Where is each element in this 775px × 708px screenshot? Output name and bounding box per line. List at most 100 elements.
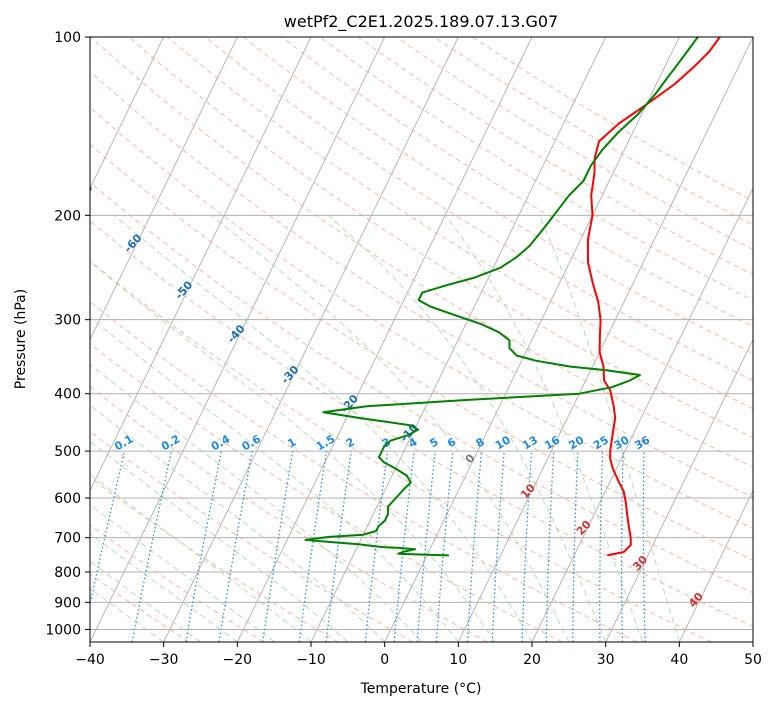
dry-adiabat-line [90,37,753,468]
x-tick-label: 10 [449,652,467,668]
mixing-ratio-label: 16 [542,433,562,452]
moist-adiabat-line [90,587,164,642]
isotherm-line [457,37,753,642]
mixing-ratio-label: 0.1 [112,432,135,453]
mixing-ratio-line [131,450,172,642]
y-tick-label: 700 [54,531,81,547]
dry-adiabat-line [90,573,190,642]
mixing-ratio-line [218,450,253,642]
x-tick-label: −10 [296,652,326,668]
dewpoint-line [304,37,699,557]
isotherm-line [236,37,533,642]
dry-adiabat-line [128,37,753,439]
dry-adiabat-line [90,181,753,594]
mixing-ratio-line [185,450,222,642]
y-tick-label: 900 [54,595,81,611]
moist-adiabat-line [90,261,496,642]
dry-adiabat-line [90,260,712,642]
mixing-ratio-label: 0.2 [159,432,182,453]
mixing-ratio-line [466,451,483,642]
dry-adiabat-line [395,37,753,251]
mixing-ratio-line [90,450,126,608]
y-axis-label: Pressure (hPa) [13,289,29,389]
moist-adiabat-line [90,473,312,642]
y-tick-label: 200 [54,208,81,224]
dry-adiabat-line [90,106,753,529]
mixing-ratio-label: 20 [567,433,587,452]
plot-frame [89,36,754,643]
dry-adiabat-label: 0 [463,451,478,466]
dry-adiabat-line [319,37,753,301]
dry-adiabat-label: -70 [72,181,95,205]
dry-adiabat-line [205,37,753,382]
mixing-ratio-line [262,450,294,642]
moist-adiabat-line [90,504,275,642]
x-axis: −40 −30 −20 −10 0 10 20 30 40 50 [75,642,762,668]
mixing-ratio-line [364,451,389,642]
y-tick-label: 100 [54,30,81,46]
y-tick-label: 300 [54,313,81,329]
dry-adiabat-line [90,386,488,642]
mixing-ratio-line [642,451,646,642]
isotherm-line [90,37,312,492]
isotherm-line [678,489,753,642]
moist-adiabat-line [90,560,201,642]
isotherm-line [90,37,238,341]
isotherm-line [90,37,165,190]
dry-adiabat-line [357,37,753,276]
moist-adiabat-line [90,532,238,642]
mixing-ratio-label: 25 [591,433,611,452]
mixing-ratio-line [298,451,328,642]
isotherm-line [605,338,753,642]
isotherm-line [752,640,753,642]
mixing-ratio-label: 30 [612,433,632,452]
moist-adiabat-line [113,214,533,642]
mixing-ratio-line [572,451,579,642]
isotherm-line [90,37,386,642]
dry-adiabat-line [281,37,753,328]
mixing-ratio-label: 10 [493,433,513,452]
moist-adiabat-line [90,440,349,642]
profile-lines [304,37,721,557]
mixing-ratio-line [491,451,505,642]
y-tick-label: 800 [54,565,81,581]
x-tick-label: −40 [75,652,105,668]
mixing-ratio-label: 0.4 [209,432,233,453]
mixing-ratio-label: 1.5 [314,432,337,453]
dry-adiabat-line [243,37,753,354]
chart-title: wetPf2_C2E1.2025.189.07.13.G07 [284,12,558,32]
x-tick-label: 40 [670,652,688,668]
moist-adiabat-line [445,215,643,642]
y-axis: 100 200 300 400 500 600 700 800 900 1000 [45,30,90,638]
isotherm-line [163,37,459,642]
dry-adiabat-label: -80 [21,135,44,159]
moist-adiabat-line [90,316,459,642]
x-tick-label: −20 [223,652,253,668]
moist-adiabat-line [90,363,422,642]
temperature-line [586,37,721,557]
moist-adiabat-line [327,214,607,642]
moist-adiabat-line [210,214,570,642]
mixing-ratio-label: 1 [285,435,298,450]
dry-adiabat-line [90,220,753,628]
x-tick-label: 50 [744,652,762,668]
mixing-ratio-label: 36 [632,433,652,452]
x-tick-label: −30 [149,652,179,668]
mixing-ratio-label: 0.6 [240,432,264,453]
dry-adiabat-line [90,300,638,642]
mixing-ratio-line [393,451,415,642]
dry-adiabat-line [90,143,753,561]
moist-adiabat-line [538,215,680,642]
mixing-ratio-line [416,451,436,642]
mixing-ratio-label: 8 [474,435,487,450]
background-lines [90,37,753,642]
x-tick-label: 20 [523,652,541,668]
dry-adiabat-line [90,430,414,642]
mixing-ratio-line [545,451,555,642]
mixing-ratio-line [599,451,604,642]
dry-adiabat-line [90,476,339,642]
isotherm-line [531,187,753,642]
x-tick-label: 30 [597,652,615,668]
y-tick-label: 400 [54,387,81,403]
